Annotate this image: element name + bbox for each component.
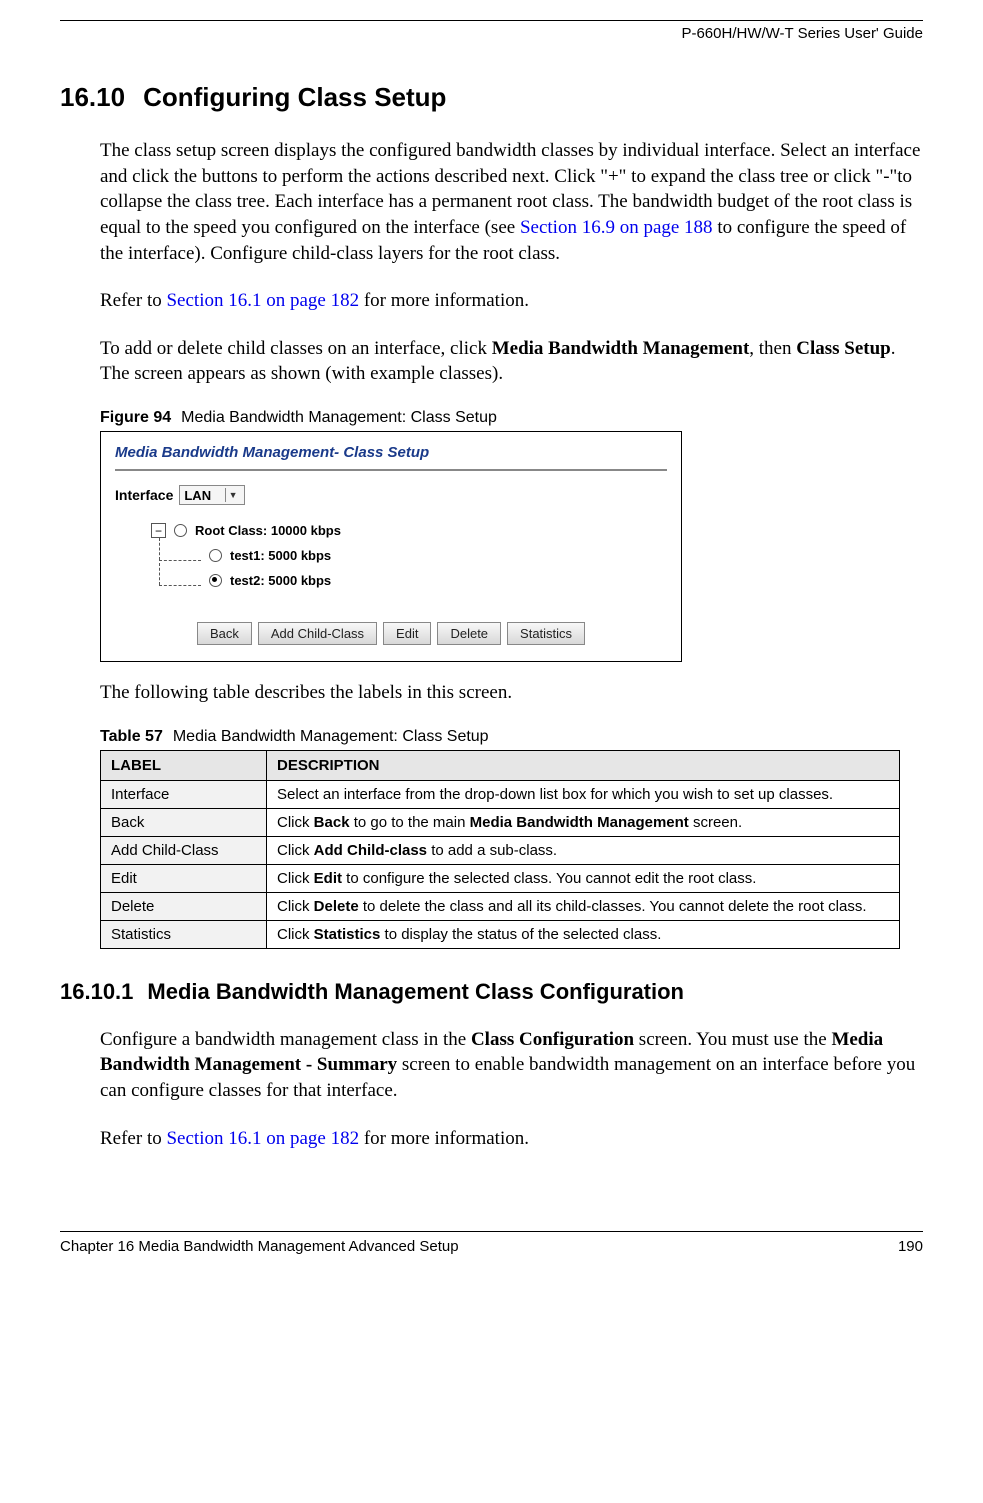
collapse-icon[interactable]: − <box>151 523 166 538</box>
row-desc: Click Statistics to display the status o… <box>267 920 900 948</box>
footer-chapter: Chapter 16 Media Bandwidth Management Ad… <box>60 1238 459 1255</box>
row-desc: Select an interface from the drop-down l… <box>267 780 900 808</box>
row-label: Back <box>101 808 267 836</box>
child2-radio[interactable] <box>209 574 222 587</box>
table-caption: Table 57Media Bandwidth Management: Clas… <box>100 728 923 746</box>
section-heading: 16.10 Configuring Class Setup <box>60 82 923 113</box>
interface-label: Interface <box>115 487 173 503</box>
paragraph-1: The class setup screen displays the conf… <box>100 138 923 266</box>
paragraph-3: To add or delete child classes on an int… <box>100 336 923 387</box>
table-row: Back Click Back to go to the main Media … <box>101 808 900 836</box>
row-label: Add Child-Class <box>101 836 267 864</box>
section-title: Configuring Class Setup <box>143 82 446 112</box>
child2-label: test2: 5000 kbps <box>230 573 331 588</box>
screenshot-title: Media Bandwidth Management- Class Setup <box>101 432 681 465</box>
subsection-number: 16.10.1 <box>60 979 133 1005</box>
edit-button[interactable]: Edit <box>383 622 431 645</box>
row-label: Edit <box>101 864 267 892</box>
paragraph-4: The following table describes the labels… <box>100 680 923 706</box>
figure-caption: Figure 94Media Bandwidth Management: Cla… <box>100 409 923 427</box>
row-desc: Click Delete to delete the class and all… <box>267 892 900 920</box>
header-guide-title: P-660H/HW/W-T Series User' Guide <box>60 25 923 42</box>
back-button[interactable]: Back <box>197 622 252 645</box>
tree-child-row-2: test2: 5000 kbps <box>151 573 667 588</box>
row-label: Interface <box>101 780 267 808</box>
button-row: Back Add Child-Class Edit Delete Statist… <box>101 616 681 661</box>
table-row: Interface Select an interface from the d… <box>101 780 900 808</box>
th-label: LABEL <box>101 750 267 780</box>
chevron-down-icon: ▼ <box>225 488 240 502</box>
paragraph-5: Configure a bandwidth management class i… <box>100 1027 923 1104</box>
figure-screenshot: Media Bandwidth Management- Class Setup … <box>100 431 682 662</box>
section-number: 16.10 <box>60 82 125 113</box>
table-row: Edit Click Edit to configure the selecte… <box>101 864 900 892</box>
subsection-title: Media Bandwidth Management Class Configu… <box>147 979 684 1004</box>
paragraph-6: Refer to Section 16.1 on page 182 for mo… <box>100 1126 923 1152</box>
th-description: DESCRIPTION <box>267 750 900 780</box>
link-section-16-1-a[interactable]: Section 16.1 on page 182 <box>166 290 359 311</box>
table-row: Statistics Click Statistics to display t… <box>101 920 900 948</box>
interface-select[interactable]: LAN ▼ <box>179 485 245 505</box>
row-label: Statistics <box>101 920 267 948</box>
paragraph-2: Refer to Section 16.1 on page 182 for mo… <box>100 288 923 314</box>
row-desc: Click Add Child-class to add a sub-class… <box>267 836 900 864</box>
subsection-heading: 16.10.1 Media Bandwidth Management Class … <box>60 979 923 1005</box>
divider <box>115 469 667 471</box>
row-desc: Click Back to go to the main Media Bandw… <box>267 808 900 836</box>
tree-child-row-1: test1: 5000 kbps <box>151 548 667 563</box>
table-row: Add Child-Class Click Add Child-class to… <box>101 836 900 864</box>
add-child-class-button[interactable]: Add Child-Class <box>258 622 377 645</box>
link-section-16-1-b[interactable]: Section 16.1 on page 182 <box>166 1128 359 1149</box>
row-desc: Click Edit to configure the selected cla… <box>267 864 900 892</box>
delete-button[interactable]: Delete <box>437 622 501 645</box>
child1-radio[interactable] <box>209 549 222 562</box>
tree-connector-icon <box>159 575 201 586</box>
interface-value: LAN <box>184 488 211 503</box>
root-radio[interactable] <box>174 524 187 537</box>
row-label: Delete <box>101 892 267 920</box>
class-tree: − Root Class: 10000 kbps test1: 5000 kbp… <box>101 517 681 616</box>
table-row: Delete Click Delete to delete the class … <box>101 892 900 920</box>
statistics-button[interactable]: Statistics <box>507 622 585 645</box>
description-table: LABEL DESCRIPTION Interface Select an in… <box>100 750 900 949</box>
page-footer: Chapter 16 Media Bandwidth Management Ad… <box>60 1231 923 1255</box>
table-header-row: LABEL DESCRIPTION <box>101 750 900 780</box>
root-class-label: Root Class: 10000 kbps <box>195 523 341 538</box>
link-section-16-9[interactable]: Section 16.9 on page 188 <box>520 217 713 238</box>
tree-root-row: − Root Class: 10000 kbps <box>151 523 667 538</box>
tree-connector-icon <box>159 550 201 561</box>
footer-page-number: 190 <box>898 1238 923 1255</box>
child1-label: test1: 5000 kbps <box>230 548 331 563</box>
